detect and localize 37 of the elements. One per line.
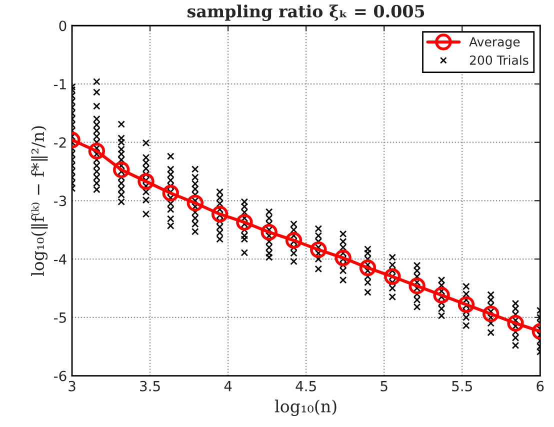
y-tick-label: -4	[54, 254, 66, 264]
point	[162, 184, 179, 202]
legend-label: Average	[469, 37, 520, 49]
point	[507, 314, 524, 332]
x-tick-label: 5	[380, 381, 388, 392]
point	[458, 296, 475, 313]
x-tick-label: 4.5	[296, 381, 316, 392]
point	[138, 173, 154, 190]
y-tick-label: -5	[54, 312, 66, 323]
point	[88, 142, 106, 160]
y-tick-label: -3	[54, 196, 66, 206]
x-tick-label: 3.5	[140, 380, 160, 392]
x-tick-label: 3	[68, 380, 76, 392]
point	[482, 306, 500, 322]
point	[112, 161, 130, 178]
point	[433, 286, 450, 304]
y-tick-label: -6	[54, 370, 66, 382]
point	[211, 206, 228, 222]
point	[384, 268, 401, 285]
point	[359, 259, 376, 276]
y-tick-label: 0	[59, 20, 66, 32]
x-tick-label: 6	[536, 380, 544, 392]
legend-label: 200 Trials	[470, 55, 528, 65]
x-tick-label: 4	[224, 381, 232, 392]
point	[186, 194, 204, 212]
x-tick-label: 5.5	[452, 381, 472, 392]
y-tick-label: -1	[54, 79, 66, 90]
point	[408, 278, 426, 294]
point	[285, 232, 302, 249]
point	[236, 214, 253, 231]
x-axis-title: log₁₀(n)	[274, 400, 336, 416]
y-axis-title: log₁₀(‖f⁽ᵏ⁾ − f*‖²/n)	[31, 126, 48, 276]
chart-title: sampling ratio ξₖ = 0.005	[188, 4, 424, 21]
y-tick-label: -2	[54, 137, 66, 148]
point	[260, 224, 278, 241]
point	[310, 241, 327, 258]
point	[334, 250, 352, 266]
